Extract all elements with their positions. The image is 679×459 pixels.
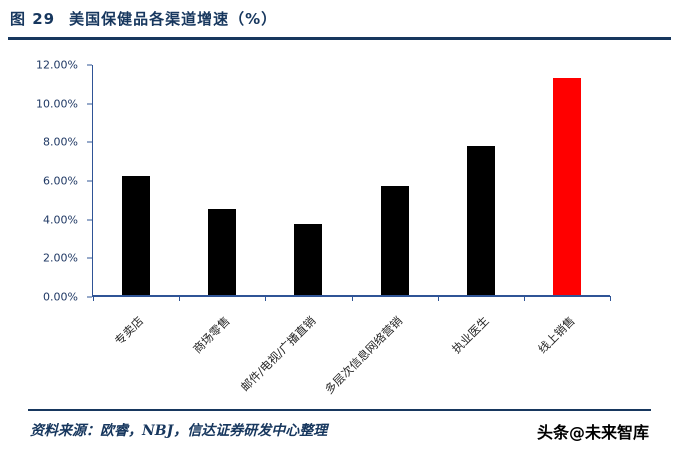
y-axis-label-5: 10.00% [36, 97, 78, 111]
y-tick-3 [87, 180, 92, 182]
x-tick-2 [265, 296, 267, 301]
y-axis-label-2: 4.00% [43, 213, 78, 227]
y-tick-2 [87, 219, 92, 221]
x-axis-label-1: 商场零售 [189, 313, 233, 357]
y-axis-label-0: 0.00% [43, 290, 78, 304]
plot-area [92, 65, 611, 301]
footer-divider [28, 409, 651, 411]
y-axis: 0.00% 2.00% 4.00% 6.00% 8.00% 10.00% 12.00% [0, 59, 92, 304]
bar-chart: 0.00% 2.00% 4.00% 6.00% 8.00% 10.00% 12.00% 专卖… [0, 50, 679, 402]
y-axis-label-1: 2.00% [43, 251, 78, 265]
source-text-nbj: NBJ [142, 423, 174, 439]
y-tick-1 [87, 257, 92, 259]
bar-4 [466, 145, 495, 295]
x-axis-label-2: 邮件/电视/广播直销 [238, 313, 319, 395]
x-axis-label-3: 多层次信息网络营销 [321, 313, 405, 397]
title-divider [8, 37, 671, 40]
x-axis-label-5: 线上销售 [535, 313, 578, 357]
x-tick-4 [437, 296, 439, 301]
bar-2 [294, 224, 323, 295]
y-tick-5 [87, 103, 92, 105]
source-text-suffix: ，信达证券研发中心整理 [173, 423, 328, 439]
watermark-toutiao: 头条@未来智库 [536, 423, 649, 442]
y-tick-6 [87, 64, 92, 66]
bar-3 [380, 185, 409, 295]
bar-0 [122, 176, 151, 295]
x-axis-labels: 专卖店 商场零售 邮件/电视/广播直销 多层次信息网络营销 执业医生 线上销售 [92, 303, 610, 403]
x-tick-5 [523, 296, 525, 301]
y-axis-label-4: 8.00% [43, 135, 78, 149]
figure-title-text: 美国保健品各渠道增速（%） [69, 10, 278, 28]
x-tick-1 [179, 296, 181, 301]
y-axis-label-3: 6.00% [43, 174, 78, 188]
y-tick-4 [87, 141, 92, 143]
y-axis-label-6: 12.00% [36, 58, 78, 72]
figure-number: 图 29 [10, 10, 56, 28]
x-tick-6 [610, 296, 611, 301]
x-tick-0 [93, 296, 94, 301]
bar-5 [552, 78, 581, 295]
source-text-prefix: 资料来源：欧睿， [30, 423, 142, 439]
source-note: 资料来源：欧睿，NBJ，信达证券研发中心整理 [30, 420, 327, 440]
bar-1 [208, 208, 237, 295]
x-axis-label-0: 专卖店 [111, 313, 146, 349]
x-axis-label-4: 执业医生 [448, 313, 492, 357]
figure-title: 图 29 美国保健品各渠道增速（%） [10, 8, 277, 29]
x-tick-3 [351, 296, 353, 301]
y-tick-0 [87, 296, 92, 298]
